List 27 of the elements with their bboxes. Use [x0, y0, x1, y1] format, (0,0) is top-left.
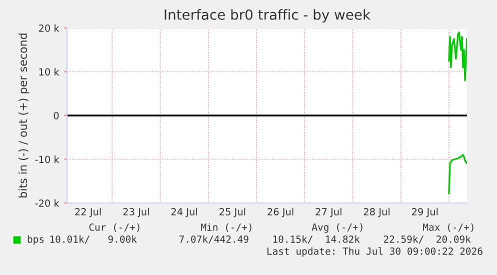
y-tick-label: -20 k	[35, 199, 60, 207]
y-axis-title: bits in (-) / out (+) per second	[18, 34, 30, 198]
x-tick-label: 23 Jul	[123, 208, 149, 218]
chart-title: Interface br0 traffic - by week	[164, 9, 371, 23]
text: 22.59k/ 20.09k	[384, 235, 471, 244]
y-tick-label: 0	[54, 112, 59, 120]
x-tick-label: 29 Jul	[412, 208, 438, 218]
x-tick-label: 26 Jul	[268, 208, 294, 218]
text: Cur (-/+)	[89, 223, 140, 232]
y-tick-label: 20 k	[38, 24, 60, 32]
x-tick-label: 28 Jul	[364, 208, 390, 218]
text: 10.01k/ 9.00k	[50, 235, 137, 244]
text: 7.07k/442.49	[179, 235, 248, 244]
x-tick-label: 27 Jul	[316, 208, 342, 218]
x-tick-label: 22 Jul	[75, 208, 101, 218]
x-tick-label: 24 Jul	[171, 208, 197, 218]
text: Avg (-/+)	[312, 223, 362, 233]
line-series	[448, 32, 467, 82]
legend-label: bps	[28, 235, 44, 245]
text: 10.15k/ 14.82k	[273, 235, 360, 244]
y-tick-label: -10 k	[35, 156, 60, 164]
text: Max (-/+)	[423, 223, 474, 232]
line-series	[448, 154, 467, 194]
y-tick-label: 10 k	[39, 68, 60, 76]
x-tick-label: 25 Jul	[220, 208, 246, 218]
text: Min (-/+)	[201, 223, 252, 232]
text: Last update: Thu Jul 30 09:00:22 2026	[267, 247, 482, 257]
